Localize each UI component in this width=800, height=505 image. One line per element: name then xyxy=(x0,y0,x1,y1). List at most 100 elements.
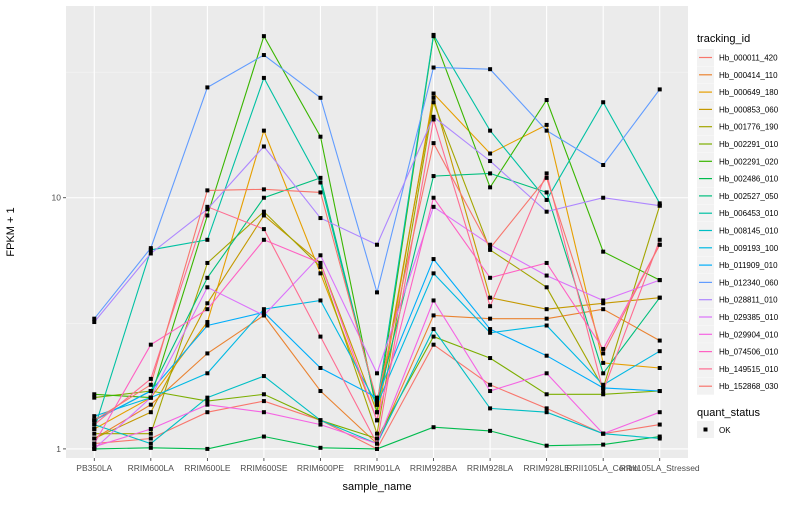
data-point xyxy=(92,418,97,423)
legend-label: Hb_009193_100 xyxy=(719,244,779,253)
data-point xyxy=(318,134,323,139)
data-point xyxy=(544,406,549,411)
y-tick-label: 1 xyxy=(56,444,61,454)
data-point xyxy=(261,410,266,415)
x-tick-label: RRII105LA_Control xyxy=(566,463,640,473)
data-point xyxy=(205,446,210,451)
data-point xyxy=(205,213,210,218)
shape-legend-label: OK xyxy=(719,426,731,435)
data-point xyxy=(148,389,153,394)
data-point xyxy=(261,374,266,379)
data-point xyxy=(657,422,662,427)
data-point xyxy=(318,445,323,450)
data-point xyxy=(318,271,323,276)
data-point xyxy=(488,171,493,176)
data-point xyxy=(488,356,493,361)
data-point xyxy=(261,237,266,242)
data-point xyxy=(657,237,662,242)
data-point xyxy=(601,346,606,351)
data-point xyxy=(318,334,323,339)
data-point xyxy=(601,307,606,312)
data-point xyxy=(318,422,323,427)
data-point xyxy=(488,327,493,332)
data-point xyxy=(205,285,210,290)
data-point xyxy=(544,316,549,321)
data-point xyxy=(431,100,436,105)
data-point xyxy=(431,271,436,276)
x-tick-label: RRIM600SE xyxy=(240,463,288,473)
x-tick-label: RRIM928LE xyxy=(523,463,570,473)
data-point xyxy=(544,128,549,133)
data-point xyxy=(488,389,493,394)
data-point xyxy=(601,389,606,394)
data-point xyxy=(544,273,549,278)
data-point xyxy=(601,163,606,168)
legend-label: Hb_000414_110 xyxy=(719,71,778,80)
x-tick-label: RRIM600PE xyxy=(297,463,345,473)
data-point xyxy=(375,242,379,247)
data-point xyxy=(431,425,436,430)
data-point xyxy=(318,418,323,423)
data-point xyxy=(375,410,379,415)
data-point xyxy=(148,395,153,400)
legend-label: Hb_006453_010 xyxy=(719,209,779,218)
data-point xyxy=(148,445,153,450)
data-point xyxy=(601,385,606,390)
data-point xyxy=(431,298,436,303)
data-point xyxy=(544,190,549,195)
shape-legend-square-icon xyxy=(703,427,708,432)
data-point xyxy=(488,428,493,433)
data-point xyxy=(148,431,153,436)
data-point xyxy=(657,201,662,206)
data-point xyxy=(544,353,549,358)
data-point xyxy=(318,260,323,265)
data-point xyxy=(431,117,436,122)
data-point xyxy=(488,159,493,164)
data-point xyxy=(544,122,549,127)
data-point xyxy=(148,382,153,387)
data-point xyxy=(488,185,493,190)
data-point xyxy=(205,410,210,415)
legend-label: Hb_000011_420 xyxy=(719,54,778,63)
data-point xyxy=(488,330,493,335)
data-point xyxy=(601,442,606,447)
data-point xyxy=(544,371,549,376)
legend-label: Hb_012340_060 xyxy=(719,278,779,287)
legend-items: Hb_000011_420 Hb_000414_110 Hb_000649_180 H… xyxy=(697,49,779,395)
data-point xyxy=(375,436,379,441)
data-point xyxy=(148,402,153,407)
data-point xyxy=(657,278,662,283)
data-point xyxy=(92,422,97,427)
data-point xyxy=(261,227,266,232)
data-point xyxy=(544,98,549,103)
data-point xyxy=(544,392,549,397)
data-point xyxy=(601,382,606,387)
legend-label: Hb_001776_190 xyxy=(719,123,779,132)
data-point xyxy=(205,85,210,90)
data-point xyxy=(92,427,97,432)
data-point xyxy=(318,180,323,185)
data-point xyxy=(92,320,97,325)
data-point xyxy=(431,91,436,96)
data-point xyxy=(261,392,266,397)
data-point xyxy=(544,307,549,312)
data-point xyxy=(431,141,436,146)
data-point xyxy=(261,34,266,39)
data-point xyxy=(205,323,210,328)
data-point xyxy=(657,295,662,300)
data-point xyxy=(92,444,97,449)
data-point xyxy=(205,207,210,212)
data-point xyxy=(205,275,210,280)
data-point xyxy=(318,175,323,180)
data-point xyxy=(544,323,549,328)
data-point xyxy=(488,295,493,300)
legend-label: Hb_028811_010 xyxy=(719,296,778,305)
data-point xyxy=(544,410,549,415)
x-tick-label: RRIM901LA xyxy=(354,463,401,473)
data-point xyxy=(205,351,210,356)
data-point xyxy=(431,257,436,262)
data-point xyxy=(488,316,493,321)
data-point xyxy=(261,313,266,318)
